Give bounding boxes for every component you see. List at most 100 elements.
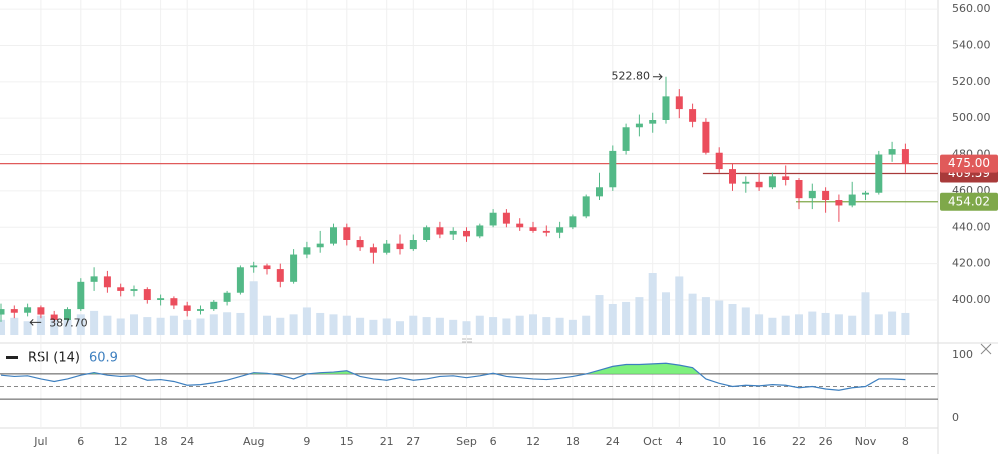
candle-body: [755, 181, 763, 188]
x-tick-label: 10: [712, 435, 726, 448]
x-tick-label: 4: [676, 435, 683, 448]
volume-bar: [263, 315, 271, 335]
candle-body: [822, 190, 830, 200]
volume-bar: [196, 318, 205, 335]
volume-bar: [728, 304, 737, 335]
x-tick-label: Oct: [643, 435, 663, 448]
rsi-line: [0, 362, 906, 391]
candle-body: [596, 187, 603, 197]
volume-bar: [435, 317, 444, 335]
x-tick-label: 21: [380, 435, 394, 448]
candle-body: [157, 298, 165, 300]
volume-bar: [555, 317, 564, 335]
candle-body: [622, 127, 630, 151]
price-tag: [940, 192, 998, 211]
volume-bar: [781, 315, 790, 335]
x-tick-label: 6: [490, 435, 497, 448]
collapse-icon[interactable]: [6, 356, 18, 359]
candle-body: [37, 307, 45, 315]
rsi-overbought-fill: [586, 363, 700, 374]
volume-bar: [116, 318, 125, 335]
candle-body: [516, 223, 524, 228]
volume-bar: [608, 304, 617, 335]
candle-body: [356, 240, 364, 248]
candle-body: [489, 212, 497, 226]
volume-bar: [675, 276, 684, 335]
volume-bar: [821, 312, 830, 335]
candle-body: [476, 225, 484, 237]
volume-bar: [342, 315, 351, 335]
candle-body: [795, 180, 803, 199]
candle-body: [369, 247, 377, 253]
volume-bar: [888, 311, 897, 335]
volume-bar: [223, 312, 232, 335]
indicator-value: 60.9: [89, 351, 118, 366]
candle-body: [702, 121, 710, 153]
candle-body: [875, 154, 883, 193]
candle-body: [236, 267, 244, 293]
volume-bar: [369, 319, 378, 335]
volume-bar: [156, 317, 165, 335]
candle-body: [263, 265, 271, 270]
volume-bar: [582, 315, 591, 335]
candle-body: [689, 109, 697, 122]
lines-layer: [0, 163, 938, 391]
volume-bar: [422, 317, 431, 335]
rsi-tick-label: 0: [952, 411, 959, 424]
x-tick-label: 27: [406, 435, 420, 448]
volume-bar: [848, 315, 857, 335]
volume-bar: [90, 310, 99, 335]
candle-body: [529, 227, 537, 231]
volume-bar: [489, 317, 498, 335]
close-button[interactable]: [980, 343, 992, 355]
candle-body: [77, 281, 85, 310]
volume-bar: [648, 273, 657, 335]
volume-bar: [36, 315, 45, 335]
x-tick-label: 16: [752, 435, 766, 448]
y-tick-label: 520.00: [952, 75, 991, 88]
candle-body: [436, 227, 444, 235]
candle-body: [502, 212, 510, 224]
candle-body: [609, 150, 617, 188]
x-tick-label: 18: [566, 435, 580, 448]
candle-body: [675, 96, 683, 110]
volume-bar: [502, 318, 511, 335]
candle-body: [316, 243, 324, 248]
volume-bar: [143, 317, 152, 335]
candle-body: [782, 176, 790, 180]
candle-body: [103, 276, 111, 288]
candle-body: [423, 227, 431, 240]
volume-bar: [595, 295, 604, 335]
volume-bar: [236, 312, 245, 335]
grid-layer: [0, 0, 938, 428]
volume-bar: [715, 300, 724, 335]
x-tick-label: 24: [606, 435, 620, 448]
x-tick-label: 12: [526, 435, 540, 448]
volume-bar: [396, 321, 404, 335]
candle-body: [0, 309, 5, 315]
candle-body: [250, 265, 258, 268]
low-arrow: [29, 319, 42, 326]
y-tick-label: 540.00: [952, 38, 991, 51]
candle-body: [396, 243, 404, 250]
candle-body: [50, 314, 58, 320]
candle-body: [901, 149, 909, 164]
volume-bar: [568, 319, 577, 335]
volume-bar: [50, 318, 59, 335]
candle-body: [276, 269, 284, 282]
candle-body: [768, 176, 776, 188]
candle-body: [409, 240, 417, 250]
x-tick-label: Nov: [855, 435, 877, 448]
candle-body: [290, 254, 298, 282]
volume-bar: [316, 312, 325, 335]
volume-bar: [183, 319, 192, 335]
x-tick-label: 12: [114, 435, 128, 448]
candle-body: [24, 307, 32, 313]
candle-body: [343, 227, 351, 240]
candle-body: [183, 305, 191, 311]
volume-bar: [76, 314, 85, 335]
volume-bar: [409, 315, 418, 335]
candle-body: [808, 190, 816, 199]
volume-bar: [10, 317, 19, 335]
